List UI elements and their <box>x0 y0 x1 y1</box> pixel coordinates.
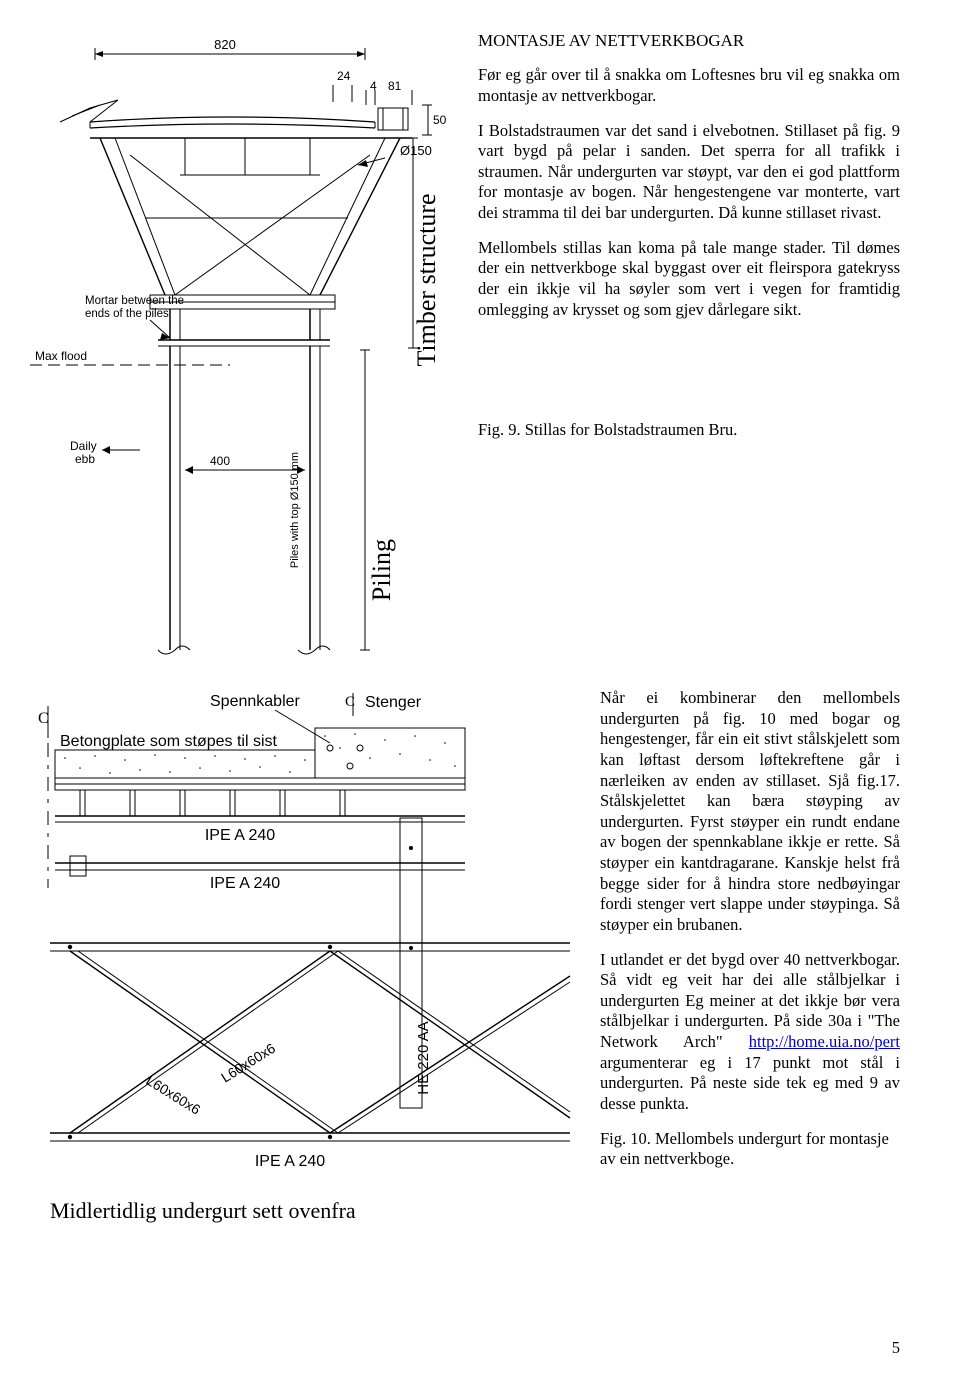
para-r2: I Bolstadstraumen var det sand i elvebot… <box>478 121 900 224</box>
fig9-dim-50: 50 <box>433 113 447 127</box>
fig9-dim-4: 4 <box>370 79 377 93</box>
heading: MONTASJE AV NETTVERKBOGAR <box>478 30 900 51</box>
para-b2: I utlandet er det bygd over 40 nettverkb… <box>600 950 900 1115</box>
fig9-label-piles: Piles with top Ø150 mm <box>289 452 301 568</box>
fig9-caption: Fig. 9. Stillas for Bolstadstraumen Bru. <box>478 420 900 441</box>
fig9-dim-400: 400 <box>210 454 230 468</box>
fig10-cl1: C <box>38 710 49 727</box>
para-b1: Når ei kombinerar den mellombels undergu… <box>600 688 900 936</box>
fig9-dim-820: 820 <box>214 37 236 52</box>
fig10-betong: Betongplate som støpes til sist <box>60 733 278 750</box>
page-number: 5 <box>892 1338 900 1359</box>
para-r3: Mellombels stillas kan koma på tale mang… <box>478 238 900 321</box>
fig9-dim-24: 24 <box>337 69 351 83</box>
fig10-ipe-3: IPE A 240 <box>255 1153 325 1170</box>
fig9-label-piling: Piling <box>367 539 396 601</box>
fig9-label-maxflood: Max flood <box>35 349 87 363</box>
fig10-l60-1: L60x60x6 <box>143 1072 203 1118</box>
fig9-label-timber: Timber structure <box>412 193 441 366</box>
fig10-underview-label: Midlertidlig undergurt sett ovenfra <box>50 1198 356 1223</box>
fig10-spennkabler: Spennkabler <box>210 693 301 710</box>
fig10-ipe-1: IPE A 240 <box>205 827 275 844</box>
right-column: MONTASJE AV NETTVERKBOGAR Før eg går ove… <box>478 30 900 670</box>
fig9-dia-150: Ø150 <box>400 143 432 158</box>
fig10-ipe-2: IPE A 240 <box>210 875 280 892</box>
fig10-cl-stenger: C <box>345 694 355 710</box>
fig10-l60-2: L60x60x6 <box>218 1040 278 1086</box>
fig10-caption: Fig. 10. Mellombels undergurt for montas… <box>600 1129 900 1170</box>
figure-9: 820 24 4 81 50 <box>30 30 460 670</box>
fig10-he220: HE 220 AA <box>415 1021 432 1094</box>
network-arch-link[interactable]: http://home.uia.no/pert <box>749 1032 900 1051</box>
para-b2-post: argumenterar eg i 17 punkt mot stål i un… <box>600 1053 900 1113</box>
fig9-label-ebb-1: Daily <box>70 439 97 453</box>
fig9-label-mortar-1: Mortar between the <box>85 295 184 307</box>
fig9-label-mortar-2: ends of the piles <box>85 308 169 320</box>
bottom-column: Når ei kombinerar den mellombels undergu… <box>600 688 900 1238</box>
para-r1: Før eg går over til å snakka om Loftesne… <box>478 65 900 106</box>
fig10-stenger: Stenger <box>365 694 422 711</box>
fig9-dim-81: 81 <box>388 79 402 93</box>
figure-10: C Spennkabler C Stenger Betongplate som … <box>30 688 580 1238</box>
fig9-label-ebb-2: ebb <box>75 452 95 466</box>
